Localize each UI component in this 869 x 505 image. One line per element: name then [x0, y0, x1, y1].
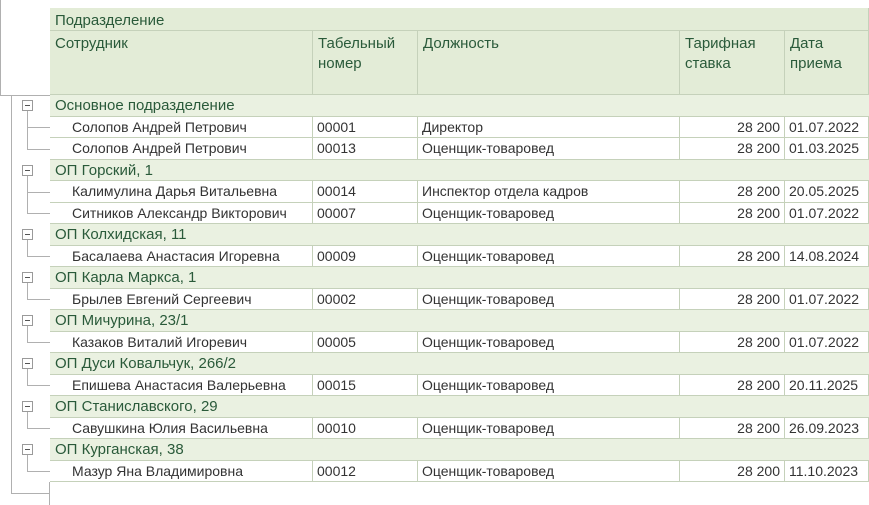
- table-cell: Оценщик-товаровед: [418, 374, 680, 396]
- table-cell: 14.08.2024: [785, 245, 869, 267]
- tree-line: [27, 342, 50, 344]
- table-cell: 01.07.2022: [785, 288, 869, 310]
- tree-line: [27, 240, 28, 257]
- tree-line: [27, 326, 28, 343]
- tree-line: [27, 385, 50, 387]
- table-cell: Епишева Анастасия Валерьевна: [50, 374, 313, 396]
- group-row: ОП Дуси Ковальчук, 266/2: [50, 353, 869, 375]
- table-cell: Оценщик-товаровед: [418, 331, 680, 353]
- table-cell: Басалаева Анастасия Игоревна: [50, 245, 313, 267]
- table-cell: 28 200: [680, 138, 785, 160]
- table-cell: Оценщик-товаровед: [418, 288, 680, 310]
- table-cell: 00012: [313, 460, 418, 482]
- table-cell: 00009: [313, 245, 418, 267]
- tree-line: [27, 127, 50, 129]
- tree-line: [27, 111, 28, 149]
- tree-line: [27, 299, 50, 301]
- table-cell: Инспектор отдела кадров: [418, 181, 680, 203]
- table-cell: 01.07.2022: [785, 202, 869, 224]
- table-cell: Калимулина Дарья Витальевна: [50, 181, 313, 203]
- table-cell: 00015: [313, 374, 418, 396]
- table-cell: Оценщик-товаровед: [418, 417, 680, 439]
- table-cell: 00002: [313, 288, 418, 310]
- table-cell: Оценщик-товаровед: [418, 245, 680, 267]
- table-cell: 01.07.2022: [785, 331, 869, 353]
- table-cell: 28 200: [680, 202, 785, 224]
- table-cell: 28 200: [680, 460, 785, 482]
- group-row: ОП Карла Маркса, 1: [50, 267, 869, 289]
- table-cell: Мазур Яна Владимировна: [50, 460, 313, 482]
- collapse-button[interactable]: [22, 164, 33, 176]
- table-cell: Казаков Виталий Игоревич: [50, 331, 313, 353]
- tree-line: [27, 428, 50, 430]
- table-cell: Савушкина Юлия Васильевна: [50, 417, 313, 439]
- table-cell: Ситников Александр Викторович: [50, 202, 313, 224]
- collapse-button[interactable]: [22, 444, 33, 455]
- table-cell: 01.03.2025: [785, 138, 869, 160]
- group-row: ОП Станиславского, 29: [50, 396, 869, 418]
- table-cell: Солопов Андрей Петрович: [50, 116, 313, 138]
- table-cell: 00001: [313, 116, 418, 138]
- collapse-button[interactable]: [22, 315, 33, 326]
- table-cell: 00005: [313, 331, 418, 353]
- group-row: ОП Горский, 1: [50, 159, 869, 181]
- table-cell: 00010: [313, 417, 418, 439]
- tree-line: [27, 191, 50, 193]
- group-row: ОП Колхидская, 11: [50, 224, 869, 246]
- tree-line: [0, 0, 1, 95]
- tree-line: [11, 95, 12, 494]
- table-cell: Оценщик-товаровед: [418, 202, 680, 224]
- table-cell: Директор: [418, 116, 680, 138]
- column-header: Дата приема: [785, 31, 869, 95]
- collapse-button[interactable]: [22, 358, 33, 369]
- collapse-button[interactable]: [22, 401, 33, 412]
- table-cell: 20.11.2025: [785, 374, 869, 396]
- table-cell: 28 200: [680, 181, 785, 203]
- group-row: ОП Курганская, 38: [50, 439, 869, 461]
- table-cell: Оценщик-товаровед: [418, 138, 680, 160]
- column-header: Табельный номер: [313, 31, 418, 95]
- tree-line: [27, 213, 50, 215]
- table-cell: 28 200: [680, 374, 785, 396]
- tree-line: [27, 283, 28, 300]
- tree-line: [27, 256, 50, 258]
- table-cell: 01.07.2022: [785, 116, 869, 138]
- table-cell: 28 200: [680, 288, 785, 310]
- tree-line: [0, 95, 50, 96]
- tree-line: [27, 148, 50, 150]
- table-cell: 00007: [313, 202, 418, 224]
- table-cell: Солопов Андрей Петрович: [50, 138, 313, 160]
- tree-line: [27, 369, 28, 386]
- table-cell: 26.09.2023: [785, 417, 869, 439]
- tree-line: [27, 175, 28, 214]
- table-cell: 00014: [313, 181, 418, 203]
- table-cell: 28 200: [680, 417, 785, 439]
- column-header: Сотрудник: [50, 31, 313, 95]
- tree-line: [11, 493, 50, 494]
- table-cell: 20.05.2025: [785, 181, 869, 203]
- group-header: Подразделение: [50, 8, 869, 31]
- column-header: Должность: [418, 31, 680, 95]
- group-row: Основное подразделение: [50, 95, 869, 117]
- tree-line: [27, 412, 28, 429]
- table-cell: 28 200: [680, 116, 785, 138]
- table-cell: Оценщик-товаровед: [418, 460, 680, 482]
- collapse-button[interactable]: [22, 100, 33, 111]
- collapse-button[interactable]: [22, 229, 33, 240]
- tree-line: [27, 471, 50, 473]
- tree-line: [27, 455, 28, 472]
- table-cell: 11.10.2023: [785, 460, 869, 482]
- group-row: ОП Мичурина, 23/1: [50, 310, 869, 332]
- collapse-button[interactable]: [22, 272, 33, 283]
- column-header: Тарифная ставка: [680, 31, 785, 95]
- table-cell: Брылев Евгений Сергеевич: [50, 288, 313, 310]
- table-cell: 00013: [313, 138, 418, 160]
- tree-line: [49, 482, 50, 505]
- table-cell: 28 200: [680, 245, 785, 267]
- table-cell: 28 200: [680, 331, 785, 353]
